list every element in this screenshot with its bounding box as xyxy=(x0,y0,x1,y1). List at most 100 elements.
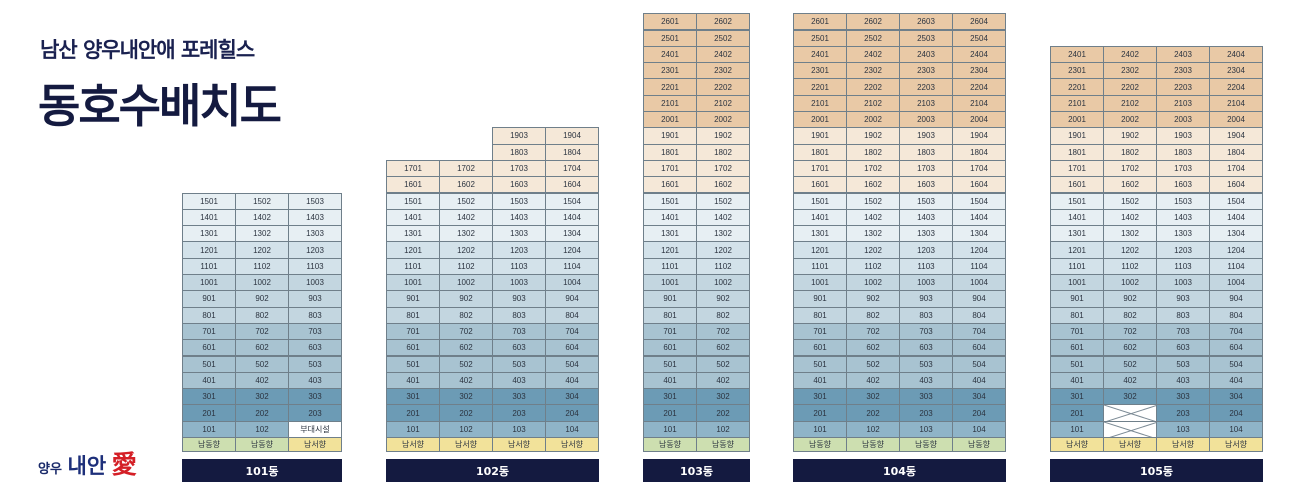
unit-number: 1503 xyxy=(917,196,935,206)
unit-cell: 201 xyxy=(793,404,847,422)
unit-number: 1901 xyxy=(811,131,829,141)
direction-cell: 남서향 xyxy=(1209,437,1263,452)
unit-number: 901 xyxy=(813,294,827,304)
unit-cell: 402 xyxy=(696,371,750,390)
unit-number: 704 xyxy=(972,327,986,337)
unit-number: 2104 xyxy=(1227,98,1245,108)
unit-cell: 1302 xyxy=(696,225,750,243)
unit-number: 1904 xyxy=(1227,131,1245,141)
direction-cell: 남서향 xyxy=(288,437,342,452)
unit-number: 2302 xyxy=(864,66,882,76)
unit-cell: 2101 xyxy=(643,94,697,112)
unit-cell: 2002 xyxy=(1103,111,1157,129)
unit-number: 1103 xyxy=(306,261,324,271)
unit-number: 1001 xyxy=(811,278,829,288)
unit-cell: 1903 xyxy=(1156,127,1210,145)
unit-number: 2404 xyxy=(970,49,988,59)
unit-number: 1801 xyxy=(661,147,679,157)
unit-cell: 101 xyxy=(643,420,697,438)
unit-number: 2001 xyxy=(811,115,829,125)
unit-number: 702 xyxy=(255,327,269,337)
unit-cell: 1104 xyxy=(1209,257,1263,275)
unit-number: 1903 xyxy=(1174,131,1192,141)
unit-number: 1804 xyxy=(563,147,581,157)
unit-cell: 303 xyxy=(1156,388,1210,406)
unit-cell: 1004 xyxy=(545,274,599,292)
unit-number: 101 xyxy=(1070,424,1084,434)
unit-number: 204 xyxy=(972,408,986,418)
unit-cell: 302 xyxy=(696,388,750,406)
unit-cell: 601 xyxy=(386,339,440,357)
unit-number: 1203 xyxy=(510,245,528,255)
unit-number: 2303 xyxy=(1174,66,1192,76)
unit-cell: 2001 xyxy=(1050,111,1104,129)
unit-cell: 201 xyxy=(1050,404,1104,422)
unit-number: 1702 xyxy=(864,164,882,174)
unit-cell: 1402 xyxy=(1103,208,1157,227)
unit-cell: 102 xyxy=(846,420,900,438)
unit-cell: 1201 xyxy=(1050,241,1104,259)
unit-cell: 2204 xyxy=(1209,78,1263,96)
unit-cell: 1402 xyxy=(439,208,493,227)
unit-cell: 2301 xyxy=(793,62,847,80)
unit-number: 2204 xyxy=(1227,82,1245,92)
unit-cell: 701 xyxy=(1050,322,1104,341)
unit-cell: 501 xyxy=(643,355,697,373)
unit-number: 1701 xyxy=(404,164,422,174)
unit-number: 102 xyxy=(255,424,269,434)
unit-number: 부대시설 xyxy=(300,424,330,434)
unit-number: 2103 xyxy=(917,98,935,108)
unit-cell: 801 xyxy=(386,306,440,324)
building-label: 105동 xyxy=(1050,459,1263,482)
unit-number: 1603 xyxy=(1174,180,1192,190)
unit-number: 802 xyxy=(1123,310,1137,320)
unit-number: 1501 xyxy=(661,196,679,206)
unit-number: 2104 xyxy=(970,98,988,108)
unit-number: 1702 xyxy=(457,164,475,174)
unit-cell: 903 xyxy=(288,290,342,308)
unit-number: 101 xyxy=(813,424,827,434)
unit-cell: 1201 xyxy=(793,241,847,259)
unit-number: 601 xyxy=(663,343,677,353)
unit-cell: 1802 xyxy=(1103,143,1157,161)
unit-number: 1301 xyxy=(200,229,218,239)
unit-cell: 1702 xyxy=(439,159,493,178)
unit-number: 1104 xyxy=(970,261,988,271)
building-label: 103동 xyxy=(643,459,750,482)
unit-cell: 1203 xyxy=(1156,241,1210,259)
unit-number: 902 xyxy=(1123,294,1137,304)
unit-cell: 302 xyxy=(846,388,900,406)
unit-number: 902 xyxy=(866,294,880,304)
unit-cell: 1103 xyxy=(492,257,546,275)
unit-number: 1404 xyxy=(970,212,988,222)
unit-number: 201 xyxy=(663,408,677,418)
unit-cell: 101 xyxy=(1050,420,1104,438)
unit-cell: 1501 xyxy=(182,192,236,210)
unit-number: 1202 xyxy=(1121,245,1139,255)
unit-number: 1602 xyxy=(714,180,732,190)
unit-number: 604 xyxy=(972,343,986,353)
unit-cell: 1104 xyxy=(545,257,599,275)
unit-cell: 2504 xyxy=(952,29,1006,47)
unit-cell: 2202 xyxy=(1103,78,1157,96)
unit-cell: 204 xyxy=(1209,404,1263,422)
unit-number: 1401 xyxy=(1068,212,1086,222)
unit-number: 1802 xyxy=(864,147,882,157)
unit-cell: 2102 xyxy=(846,94,900,112)
unit-number: 2203 xyxy=(1174,82,1192,92)
unit-number: 102 xyxy=(866,424,880,434)
unit-cell: 1602 xyxy=(696,176,750,194)
unit-cell: 303 xyxy=(492,388,546,406)
unit-number: 2604 xyxy=(970,17,988,27)
unit-cell: 1301 xyxy=(1050,225,1104,243)
unit-cell: 2601 xyxy=(793,13,847,31)
unit-cell: 801 xyxy=(1050,306,1104,324)
unit-number: 501 xyxy=(663,359,677,369)
unit-number: 1602 xyxy=(457,180,475,190)
unit-number: 2202 xyxy=(714,82,732,92)
unit-number: 601 xyxy=(406,343,420,353)
unit-cell: 502 xyxy=(846,355,900,373)
unit-number: 103 xyxy=(512,424,526,434)
unit-number: 802 xyxy=(866,310,880,320)
unit-cell: 303 xyxy=(288,388,342,406)
